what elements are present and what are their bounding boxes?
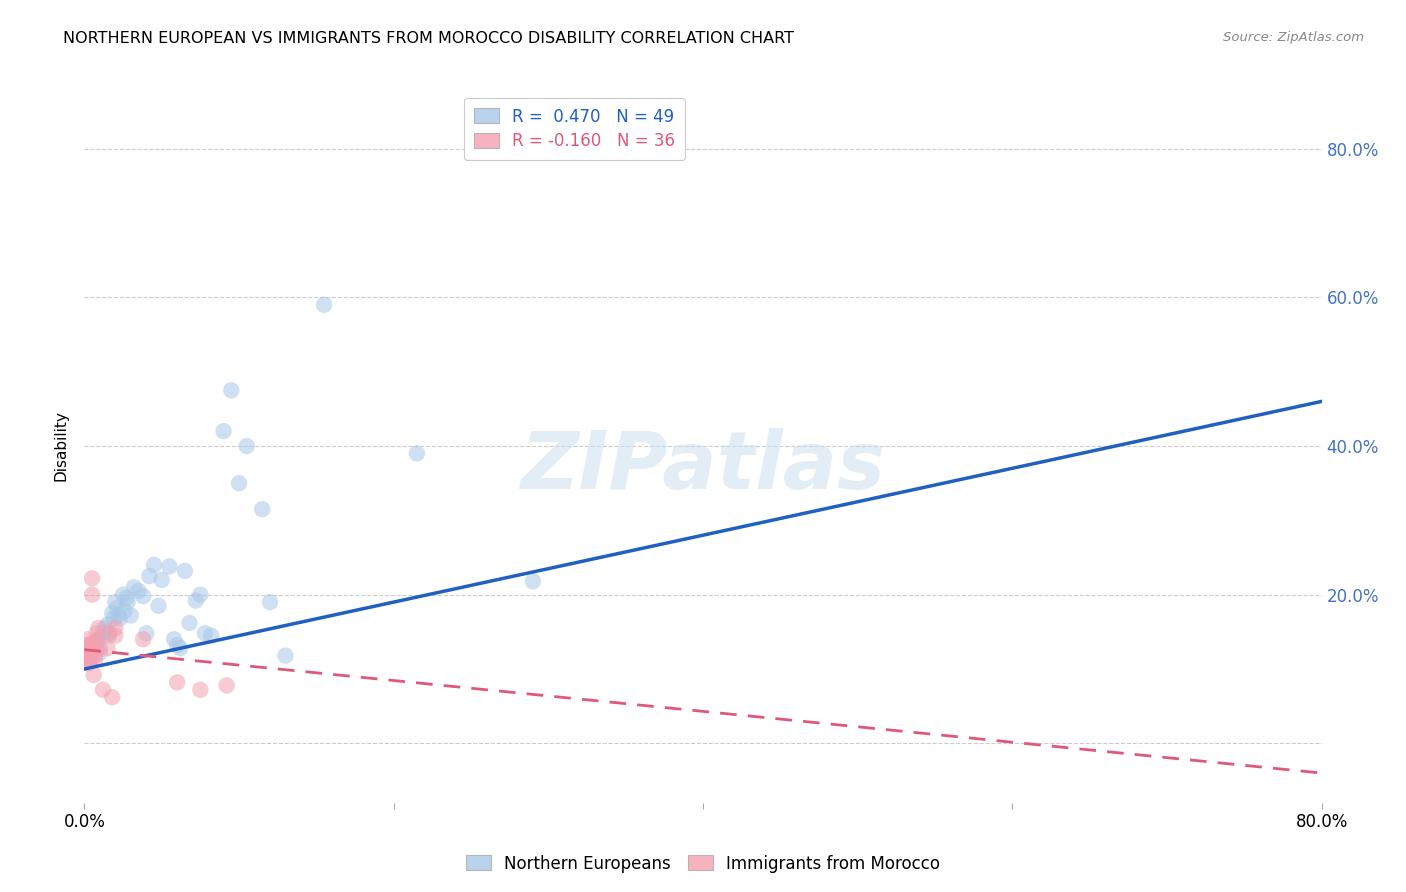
Point [98, 628, 121, 642]
Point [112, 588, 135, 602]
Point [84, 636, 107, 650]
Point [96, 641, 118, 656]
Point [122, 580, 145, 594]
Point [76, 647, 98, 661]
Point [77, 648, 100, 663]
Legend: Northern Europeans, Immigrants from Morocco: Northern Europeans, Immigrants from Moro… [460, 848, 946, 880]
Point [75, 648, 97, 663]
Point [127, 583, 149, 598]
Point [212, 424, 235, 438]
Point [86, 641, 108, 656]
Y-axis label: Disability: Disability [53, 410, 69, 482]
Point [91, 626, 114, 640]
Point [250, 502, 273, 516]
Point [148, 599, 170, 613]
Point [89, 646, 111, 660]
Point [108, 611, 131, 625]
Point [101, 690, 124, 705]
Point [82, 588, 104, 602]
Point [228, 476, 250, 491]
Point [215, 678, 238, 692]
Point [159, 559, 180, 574]
Point [179, 615, 201, 630]
Point [174, 564, 197, 578]
Point [132, 632, 155, 647]
Point [77, 643, 100, 657]
Text: Source: ZipAtlas.com: Source: ZipAtlas.com [1223, 31, 1364, 45]
Point [76, 632, 98, 647]
Point [87, 632, 110, 647]
Point [75, 643, 97, 657]
Point [76, 641, 98, 656]
Point [219, 384, 242, 398]
Point [259, 595, 281, 609]
Point [87, 621, 110, 635]
Point [79, 638, 101, 652]
Point [312, 298, 335, 312]
Point [91, 682, 114, 697]
Point [194, 626, 217, 640]
Point [235, 439, 259, 453]
Point [84, 648, 107, 663]
Point [103, 611, 125, 625]
Text: ZIPatlas: ZIPatlas [520, 428, 886, 507]
Point [405, 446, 427, 460]
Point [105, 601, 128, 615]
Legend: R =  0.470   N = 49, R = -0.160   N = 36: R = 0.470 N = 49, R = -0.160 N = 36 [464, 97, 685, 161]
Point [82, 571, 104, 585]
Point [79, 646, 101, 660]
Point [522, 574, 544, 589]
Point [83, 668, 105, 682]
Point [94, 624, 117, 639]
Point [274, 648, 297, 663]
Point [115, 591, 138, 606]
Point [114, 604, 136, 618]
Point [77, 640, 100, 654]
Point [107, 608, 129, 623]
Point [98, 626, 121, 640]
Point [79, 653, 101, 667]
Point [132, 589, 155, 603]
Point [104, 621, 127, 635]
Point [76, 656, 98, 670]
Point [104, 628, 127, 642]
Point [101, 607, 124, 621]
Point [188, 588, 211, 602]
Point [188, 682, 211, 697]
Point [143, 558, 166, 572]
Point [83, 641, 105, 656]
Point [117, 595, 139, 609]
Point [120, 608, 142, 623]
Point [82, 636, 104, 650]
Point [166, 638, 188, 652]
Text: NORTHERN EUROPEAN VS IMMIGRANTS FROM MOROCCO DISABILITY CORRELATION CHART: NORTHERN EUROPEAN VS IMMIGRANTS FROM MOR… [63, 31, 794, 46]
Point [104, 595, 127, 609]
Point [82, 643, 104, 657]
Point [93, 621, 115, 635]
Point [86, 633, 108, 648]
Point [138, 569, 160, 583]
Point [135, 626, 157, 640]
Point [77, 656, 100, 670]
Point [166, 675, 188, 690]
Point [200, 628, 222, 642]
Point [163, 632, 186, 647]
Point [150, 573, 173, 587]
Point [169, 641, 191, 656]
Point [75, 638, 97, 652]
Point [86, 626, 108, 640]
Point [184, 593, 207, 607]
Point [84, 653, 107, 667]
Point [89, 641, 111, 656]
Point [96, 617, 118, 632]
Point [76, 653, 98, 667]
